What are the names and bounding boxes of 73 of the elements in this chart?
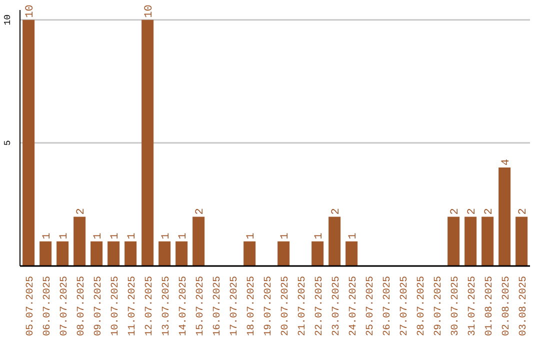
bar xyxy=(158,241,171,266)
bar xyxy=(192,216,205,266)
x-tick-label: 11.07.2025 xyxy=(128,276,138,336)
x-tick-label: 07.07.2025 xyxy=(60,276,70,336)
bar xyxy=(312,241,324,266)
data-label: 2 xyxy=(484,208,496,215)
bar xyxy=(516,216,528,266)
x-tick-label: 23.07.2025 xyxy=(332,276,342,336)
data-label: 2 xyxy=(466,208,479,215)
bar xyxy=(22,20,35,266)
data-label: 2 xyxy=(330,208,343,215)
data-label: 1 xyxy=(246,232,258,240)
x-tick-label: 29.07.2025 xyxy=(434,276,444,336)
data-label: 2 xyxy=(76,208,88,215)
x-tick-label: 26.07.2025 xyxy=(382,276,394,336)
x-tick-label: 14.07.2025 xyxy=(178,276,190,336)
bar xyxy=(90,241,103,266)
bar xyxy=(176,241,188,266)
bar xyxy=(448,216,460,266)
x-tick-label: 16.07.2025 xyxy=(212,276,224,336)
data-label: 2 xyxy=(194,208,207,215)
x-tick-label: 02.08.2025 xyxy=(502,276,512,336)
x-tick-label: 03.08.2025 xyxy=(518,276,530,336)
data-label: 1 xyxy=(126,232,139,240)
x-tick-label: 25.07.2025 xyxy=(366,276,376,336)
data-label: 2 xyxy=(518,208,530,215)
data-label: 10 xyxy=(24,4,37,18)
data-label: 4 xyxy=(500,158,513,166)
bar xyxy=(498,168,511,266)
x-tick-label: 10.07.2025 xyxy=(110,276,122,336)
x-tick-label: 28.07.2025 xyxy=(416,276,428,336)
bar xyxy=(346,241,358,266)
bar xyxy=(40,241,52,266)
x-tick-label: 24.07.2025 xyxy=(348,276,360,336)
bar xyxy=(482,216,494,266)
data-label: 1 xyxy=(280,232,292,240)
data-label: 2 xyxy=(450,208,462,215)
bar xyxy=(244,241,256,266)
x-tick-label: 12.07.2025 xyxy=(144,276,156,336)
data-label: 1 xyxy=(348,232,360,240)
bar xyxy=(124,241,137,266)
bar xyxy=(74,216,86,266)
bar xyxy=(464,216,477,266)
x-tick-label: 31.07.2025 xyxy=(468,276,478,336)
x-tick-label: 13.07.2025 xyxy=(162,276,172,336)
x-tick-label: 17.07.2025 xyxy=(230,276,240,336)
data-label: 1 xyxy=(314,232,326,240)
data-label: 10 xyxy=(144,4,156,18)
x-tick-label: 09.07.2025 xyxy=(94,276,104,336)
x-tick-label: 19.07.2025 xyxy=(264,276,274,336)
bar xyxy=(142,20,154,266)
x-tick-label: 30.07.2025 xyxy=(450,276,462,336)
data-label: 1 xyxy=(110,232,122,240)
bar xyxy=(328,216,341,266)
data-label: 1 xyxy=(58,232,71,240)
x-tick-label: 15.07.2025 xyxy=(196,276,206,336)
x-tick-label: 08.07.2025 xyxy=(76,276,88,336)
x-tick-label: 22.07.2025 xyxy=(314,276,326,336)
data-label: 1 xyxy=(160,232,173,240)
bar xyxy=(56,241,69,266)
x-tick-label: 27.07.2025 xyxy=(400,276,410,336)
x-tick-label: 18.07.2025 xyxy=(246,276,258,336)
y-tick-label: 5 xyxy=(3,140,13,146)
data-label: 1 xyxy=(42,232,54,240)
x-tick-label: 06.07.2025 xyxy=(42,276,54,336)
bar xyxy=(278,241,290,266)
data-label: 1 xyxy=(178,232,190,240)
x-tick-label: 21.07.2025 xyxy=(298,276,308,336)
x-tick-label: 05.07.2025 xyxy=(26,276,36,336)
x-tick-label: 20.07.2025 xyxy=(280,276,292,336)
x-tick-label: 01.08.2025 xyxy=(484,276,496,336)
data-label: 1 xyxy=(92,232,105,240)
bar xyxy=(108,241,120,266)
